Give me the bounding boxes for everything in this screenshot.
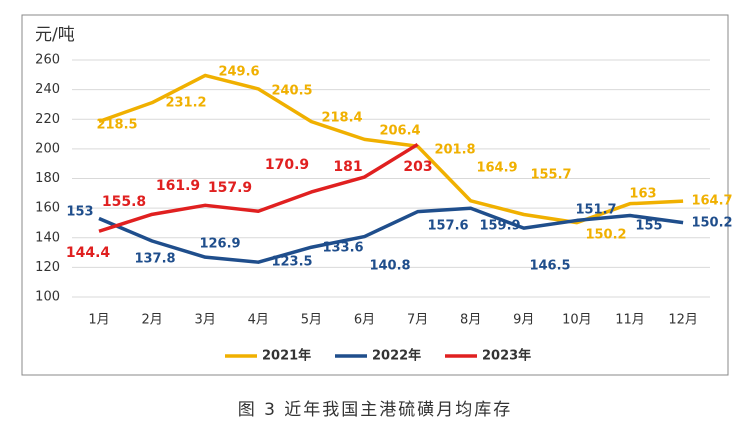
data-label: 164.9 (476, 161, 517, 176)
x-tick-label: 8月 (460, 313, 481, 328)
data-label: 155.8 (102, 194, 146, 210)
data-label: 150.2 (691, 216, 732, 231)
data-label: 150.2 (585, 228, 626, 243)
data-label: 206.4 (379, 124, 420, 139)
y-tick-label: 260 (35, 53, 60, 68)
y-tick-label: 100 (35, 290, 60, 305)
data-label: 133.6 (322, 241, 363, 256)
data-label: 218.5 (96, 118, 137, 133)
x-tick-label: 9月 (513, 313, 534, 328)
data-label: 153 (66, 205, 93, 220)
data-label: 137.8 (134, 252, 175, 267)
y-axis-label: 元/吨 (35, 25, 75, 45)
x-tick-label: 3月 (195, 313, 216, 328)
x-tick-label: 5月 (301, 313, 322, 328)
data-label: 123.5 (271, 255, 312, 270)
data-label: 157.6 (427, 219, 468, 234)
legend-label: 2023年 (482, 348, 531, 364)
series-line (98, 142, 419, 233)
data-label: 155.7 (530, 168, 571, 183)
data-label: 157.9 (208, 180, 252, 196)
data-label: 159.9 (479, 219, 520, 234)
data-label: 203 (403, 159, 432, 175)
data-label: 144.4 (66, 245, 111, 261)
x-tick-label: 10月 (562, 313, 592, 328)
data-label: 151.7 (575, 203, 616, 218)
data-label: 164.7 (691, 194, 732, 209)
data-label: 146.5 (529, 259, 570, 274)
data-label: 231.2 (165, 96, 206, 111)
x-tick-label: 12月 (668, 313, 698, 328)
data-label: 201.8 (434, 143, 475, 158)
series-line (98, 206, 684, 264)
x-tick-label: 2月 (141, 313, 162, 328)
y-tick-label: 200 (35, 141, 60, 156)
y-tick-label: 180 (35, 171, 60, 186)
caption: 图 3 近年我国主港硫磺月均库存 (238, 400, 513, 420)
data-label: 249.6 (218, 65, 259, 80)
data-label: 161.9 (156, 178, 200, 194)
chart-border (21, 14, 729, 376)
data-label: 181 (333, 159, 362, 175)
legend-label: 2021年 (262, 348, 311, 364)
y-tick-label: 160 (35, 201, 60, 216)
data-label: 155 (635, 219, 662, 234)
y-tick-label: 140 (35, 230, 60, 245)
data-label: 240.5 (271, 84, 312, 99)
x-tick-label: 1月 (88, 313, 109, 328)
data-label: 163 (629, 187, 656, 202)
data-label: 140.8 (369, 259, 410, 274)
x-tick-label: 4月 (248, 313, 269, 328)
x-tick-label: 6月 (354, 313, 375, 328)
x-tick-label: 11月 (615, 313, 645, 328)
data-label: 218.4 (321, 111, 362, 126)
data-label: 126.9 (199, 237, 240, 252)
legend-label: 2022年 (372, 348, 421, 364)
x-tick-label: 7月 (407, 313, 428, 328)
y-tick-label: 240 (35, 82, 60, 97)
y-tick-label: 220 (35, 112, 60, 127)
data-label: 170.9 (265, 157, 309, 173)
y-tick-label: 120 (35, 260, 60, 275)
